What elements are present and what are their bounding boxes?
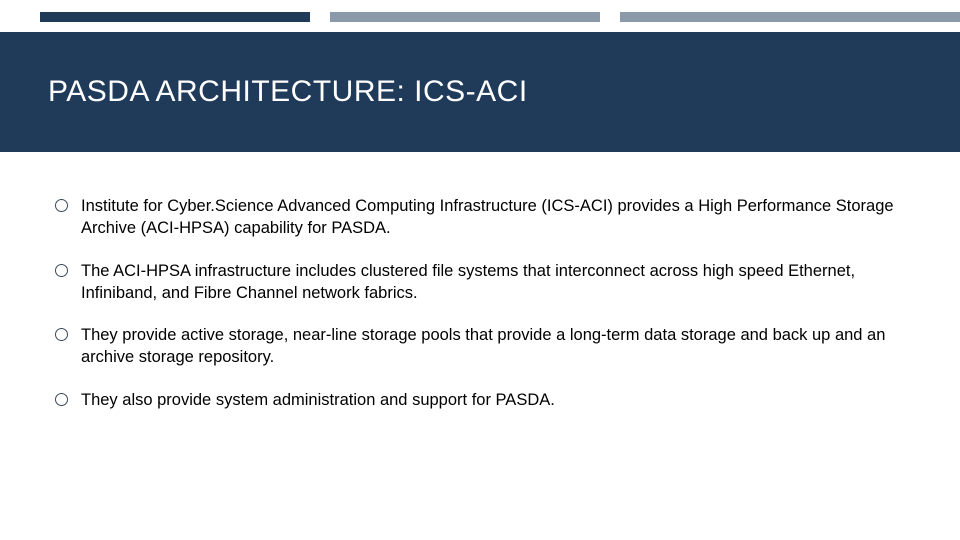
list-item: The ACI-HPSA infrastructure includes clu…	[55, 260, 930, 305]
accent-gap-1	[310, 12, 330, 22]
list-item: They provide active storage, near-line s…	[55, 324, 930, 369]
list-item: They also provide system administration …	[55, 389, 930, 411]
accent-segment-1	[40, 12, 310, 22]
bullet-list: Institute for Cyber.Science Advanced Com…	[55, 195, 930, 411]
accent-gap-2	[600, 12, 620, 22]
list-item: Institute for Cyber.Science Advanced Com…	[55, 195, 930, 240]
slide: PASDA ARCHITECTURE: ICS-ACI Institute fo…	[0, 0, 960, 540]
slide-title: PASDA ARCHITECTURE: ICS-ACI	[48, 75, 528, 109]
slide-body: Institute for Cyber.Science Advanced Com…	[55, 195, 930, 431]
accent-segment-2	[330, 12, 600, 22]
top-accent-bar	[40, 12, 960, 22]
title-bar: PASDA ARCHITECTURE: ICS-ACI	[0, 32, 960, 152]
accent-segment-3	[620, 12, 960, 22]
